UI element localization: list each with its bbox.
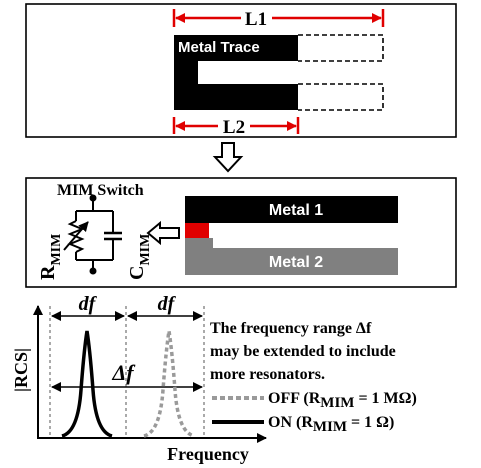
c-mim-label: CMIM — [126, 234, 153, 280]
delta-f-label: Δf — [111, 360, 136, 385]
top-panel: L1 Metal Trace L2 — [25, 3, 457, 138]
legend-off-label: OFF (RMIM = 1 MΩ) — [268, 390, 417, 411]
metal-2-label: Metal 2 — [269, 254, 323, 271]
left-arrow-icon — [146, 220, 180, 246]
dashed-extension-top — [298, 34, 384, 62]
l2-label: L2 — [223, 117, 245, 138]
metal-trace — [174, 35, 298, 110]
off-resonance-curve — [143, 330, 195, 438]
legend-on-label: ON (RMIM = 1 Ω) — [268, 414, 394, 435]
on-resonance-curve — [61, 330, 113, 438]
metal-trace-label: Metal Trace — [178, 39, 260, 56]
mim-switch-title: MIM Switch — [57, 182, 144, 199]
df2-label: df — [158, 293, 177, 315]
metal-1-layer — [185, 196, 398, 223]
middle-panel: MIM Switch RMIM CMIM Metal 1 — [25, 177, 457, 288]
bottom-panel: |RCS| Frequency df df Δf The frequency r… — [11, 293, 417, 464]
df1-label: df — [79, 293, 98, 315]
r-mim-label: RMIM — [37, 234, 64, 280]
note-line-1: The frequency range Δf — [210, 320, 372, 337]
metal-2-layer — [185, 238, 213, 250]
note-line-2: may be extended to include — [210, 343, 396, 360]
down-arrow-icon — [212, 142, 244, 173]
circuit-node-top — [89, 194, 97, 202]
note-line-3: more resonators. — [210, 366, 325, 383]
x-axis-label: Frequency — [167, 444, 249, 464]
y-axis-label: |RCS| — [11, 348, 31, 392]
top-panel-frame — [25, 3, 457, 138]
dashed-extension-bottom — [298, 83, 384, 111]
l1-label: L1 — [245, 9, 267, 30]
metal-1-label: Metal 1 — [269, 202, 323, 219]
metal-2-layer-main — [185, 248, 398, 275]
circuit-node-bottom — [89, 267, 97, 275]
mim-contact — [185, 223, 209, 238]
